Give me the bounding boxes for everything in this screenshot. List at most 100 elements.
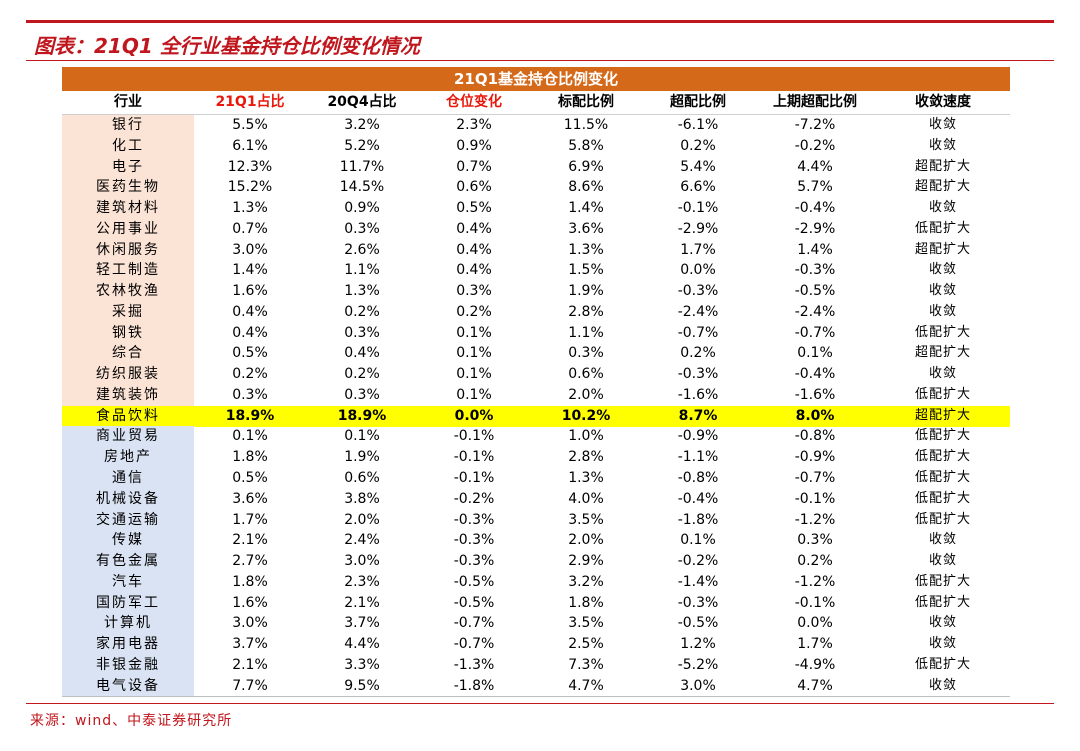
cell-prev-overweight-ratio: -2.4%	[794, 303, 836, 320]
cell-benchmark-ratio: 1.9%	[568, 283, 604, 300]
cell-20q4-share: 0.3%	[344, 324, 380, 341]
cell-20q4-share: 0.6%	[344, 470, 380, 487]
cell-convergence-speed: 超配扩大	[914, 241, 971, 257]
figure-title: 图表：21Q1 全行业基金持仓比例变化情况	[34, 34, 420, 58]
table-row: 采掘 0.4% 0.2% 0.2% 2.8% -2.4% -2.4% 收敛	[62, 301, 1010, 323]
cell-position-change: -0.3%	[453, 511, 495, 528]
cell-20q4-share: 3.3%	[344, 656, 380, 673]
cell-industry: 建筑材料	[62, 198, 194, 219]
cell-20q4-share: 1.9%	[344, 449, 380, 466]
cell-position-change: 0.1%	[456, 324, 492, 341]
table-row: 有色金属 2.7% 3.0% -0.3% 2.9% -0.2% 0.2% 收敛	[62, 551, 1010, 572]
cell-20q4-share: 18.9%	[306, 405, 418, 427]
table-header-row: 行业 21Q1占比 20Q4占比 仓位变化 标配比例 超配比例 上期超配比例 收…	[62, 91, 1010, 115]
cell-prev-overweight-ratio: 4.7%	[797, 677, 833, 694]
cell-position-change: -0.7%	[453, 615, 495, 632]
cell-overweight-ratio: -0.7%	[677, 324, 719, 341]
cell-21q1-share: 5.5%	[232, 117, 268, 133]
cell-prev-overweight-ratio: 0.1%	[797, 345, 833, 362]
cell-industry: 交通运输	[62, 509, 194, 531]
cell-overweight-ratio: 8.7%	[642, 405, 754, 427]
top-rule	[26, 20, 1054, 23]
cell-20q4-share: 4.4%	[344, 636, 380, 653]
cell-21q1-share: 1.6%	[232, 283, 268, 300]
cell-position-change: -0.3%	[453, 553, 495, 570]
cell-position-change: 0.5%	[456, 200, 492, 217]
cell-prev-overweight-ratio: 1.7%	[797, 636, 833, 653]
cell-benchmark-ratio: 1.8%	[568, 594, 604, 611]
cell-benchmark-ratio: 5.8%	[568, 137, 604, 154]
cell-overweight-ratio: -1.8%	[677, 511, 719, 528]
cell-20q4-share: 3.0%	[344, 553, 380, 570]
cell-position-change: 0.4%	[456, 220, 492, 237]
cell-prev-overweight-ratio: -1.2%	[794, 511, 836, 528]
cell-21q1-share: 12.3%	[227, 158, 273, 175]
table-row: 综合 0.5% 0.4% 0.1% 0.3% 0.2% 0.1% 超配扩大	[62, 343, 1010, 365]
cell-position-change: 0.3%	[456, 283, 492, 300]
cell-21q1-share: 2.1%	[232, 532, 268, 549]
cell-prev-overweight-ratio: 0.0%	[797, 615, 833, 632]
cell-21q1-share: 1.6%	[232, 594, 268, 611]
cell-prev-overweight-ratio: -1.2%	[794, 573, 836, 590]
cell-prev-overweight-ratio: -7.2%	[794, 117, 836, 133]
cell-position-change: -0.5%	[453, 594, 495, 611]
cell-industry: 传媒	[62, 530, 194, 552]
table-row: 电气设备 7.7% 9.5% -1.8% 4.7% 3.0% 4.7% 收敛	[62, 675, 1010, 697]
cell-prev-overweight-ratio: -0.3%	[794, 262, 836, 279]
cell-21q1-share: 15.2%	[227, 179, 273, 196]
cell-21q1-share: 1.4%	[232, 262, 268, 279]
cell-position-change: 0.7%	[456, 158, 492, 175]
cell-overweight-ratio: 6.6%	[680, 179, 716, 196]
cell-prev-overweight-ratio: -0.4%	[794, 366, 836, 383]
cell-21q1-share: 6.1%	[232, 137, 268, 154]
table-row: 房地产 1.8% 1.9% -0.1% 2.8% -1.1% -0.9% 低配扩大	[62, 447, 1010, 469]
cell-21q1-share: 1.3%	[232, 200, 268, 217]
table-bottom-rule	[62, 696, 1010, 698]
cell-overweight-ratio: -0.3%	[677, 283, 719, 300]
cell-position-change: -1.8%	[453, 677, 495, 694]
cell-industry: 有色金属	[62, 551, 194, 572]
cell-prev-overweight-ratio: 4.4%	[797, 158, 833, 175]
cell-convergence-speed: 收敛	[928, 262, 957, 278]
cell-benchmark-ratio: 1.0%	[568, 428, 604, 445]
table-row: 国防军工 1.6% 2.1% -0.5% 1.8% -0.3% -0.1% 低配扩大	[62, 592, 1010, 614]
table-row: 公用事业 0.7% 0.3% 0.4% 3.6% -2.9% -2.9% 低配扩大	[62, 218, 1010, 240]
cell-position-change: 0.4%	[456, 262, 492, 279]
cell-industry: 汽车	[62, 571, 194, 593]
cell-benchmark-ratio: 2.9%	[568, 553, 604, 570]
cell-21q1-share: 3.0%	[232, 241, 268, 258]
cell-convergence-speed: 收敛	[928, 615, 957, 631]
cell-position-change: -0.1%	[453, 428, 495, 445]
table-row: 家用电器 3.7% 4.4% -0.7% 2.5% 1.2% 1.7% 收敛	[62, 634, 1010, 655]
cell-position-change: -0.2%	[453, 490, 495, 507]
cell-industry: 计算机	[62, 613, 194, 635]
cell-convergence-speed: 低配扩大	[914, 490, 971, 506]
table-row: 纺织服装 0.2% 0.2% 0.1% 0.6% -0.3% -0.4% 收敛	[62, 364, 1010, 385]
cell-convergence-speed: 收敛	[928, 283, 957, 299]
table-row: 建筑装饰 0.3% 0.3% 0.1% 2.0% -1.6% -1.6% 低配扩大	[62, 384, 1010, 406]
cell-benchmark-ratio: 0.6%	[568, 366, 604, 383]
cell-industry: 钢铁	[62, 322, 194, 344]
table-row: 建筑材料 1.3% 0.9% 0.5% 1.4% -0.1% -0.4% 收敛	[62, 198, 1010, 219]
cell-industry: 农林牧渔	[62, 281, 194, 302]
cell-overweight-ratio: 5.4%	[680, 158, 716, 175]
cell-benchmark-ratio: 1.1%	[568, 324, 604, 341]
cell-overweight-ratio: 1.2%	[680, 636, 716, 653]
cell-overweight-ratio: 0.0%	[680, 262, 716, 279]
cell-industry: 通信	[62, 468, 194, 489]
cell-position-change: -0.5%	[453, 573, 495, 590]
cell-overweight-ratio: -1.1%	[677, 449, 719, 466]
cell-20q4-share: 0.4%	[344, 345, 380, 362]
cell-position-change: 0.9%	[456, 137, 492, 154]
cell-prev-overweight-ratio: -0.4%	[794, 200, 836, 217]
cell-prev-overweight-ratio: -2.9%	[794, 220, 836, 237]
source-note: 来源：wind、中泰证券研究所	[30, 713, 233, 729]
table-row: 计算机 3.0% 3.7% -0.7% 3.5% -0.5% 0.0% 收敛	[62, 613, 1010, 635]
cell-prev-overweight-ratio: -0.7%	[794, 470, 836, 487]
cell-benchmark-ratio: 4.0%	[568, 490, 604, 507]
table-row: 商业贸易 0.1% 0.1% -0.1% 1.0% -0.9% -0.8% 低配扩大	[62, 426, 1010, 448]
cell-convergence-speed: 低配扩大	[914, 594, 971, 610]
cell-industry: 化工	[62, 135, 194, 157]
table-row: 医药生物 15.2% 14.5% 0.6% 8.6% 6.6% 5.7% 超配扩大	[62, 177, 1010, 199]
cell-prev-overweight-ratio: 8.0%	[754, 405, 876, 427]
